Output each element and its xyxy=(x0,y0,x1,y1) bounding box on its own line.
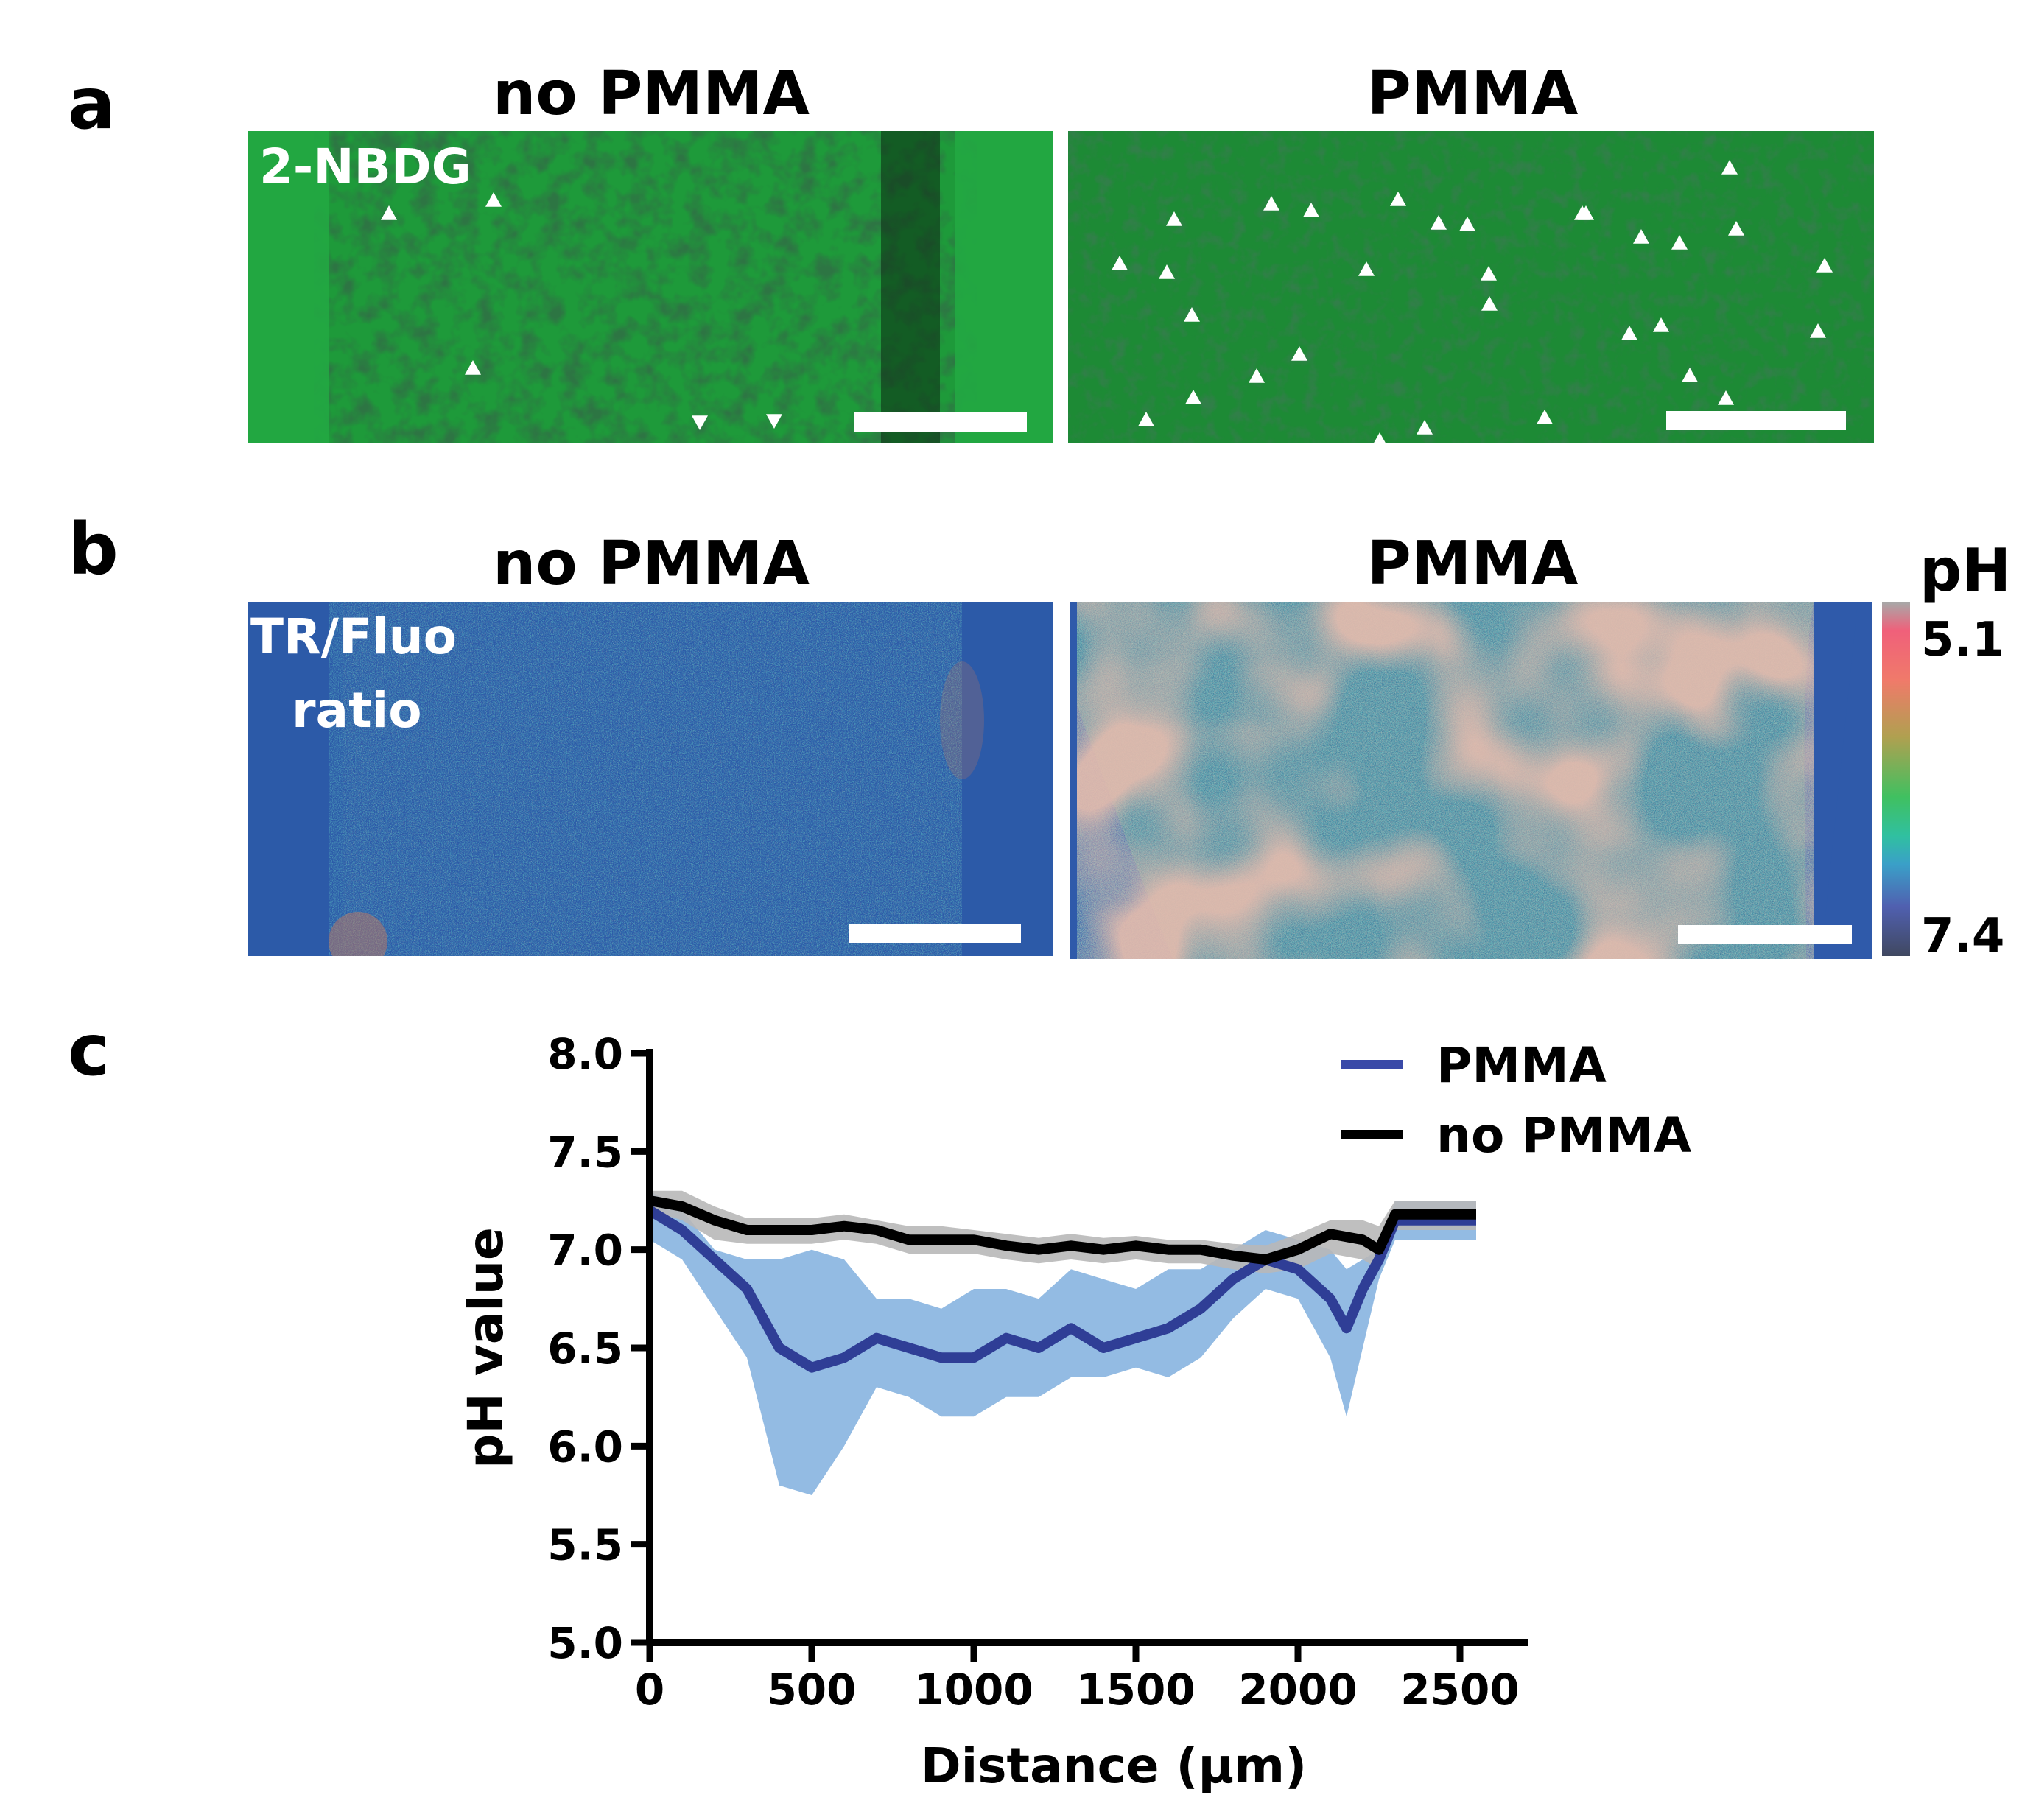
panel-a-left-texture xyxy=(248,131,1053,443)
series-band-no-pmma xyxy=(650,1190,1476,1273)
x-tick-label: 2000 xyxy=(1238,1665,1357,1715)
x-tick-label: 1500 xyxy=(1076,1665,1195,1715)
panel-a-right-texture xyxy=(1068,131,1874,443)
panel-b-right-texture xyxy=(1070,602,1858,959)
x-tick-label: 2500 xyxy=(1400,1665,1519,1715)
y-tick-label: 6.5 xyxy=(547,1324,623,1374)
panel-a-left-scalebar xyxy=(854,412,1027,432)
legend-label-pmma: PMMA xyxy=(1436,1037,1607,1094)
series-line-pmma xyxy=(647,1206,1476,1373)
chart-container: 5.0 5.5 6.0 6.5 7.0 7.5 8.0 0 500 1000 1500 2000 250… xyxy=(0,987,2036,1816)
x-tick-label: 1000 xyxy=(914,1665,1033,1715)
panel-b-left-texture xyxy=(329,602,984,956)
series-line-no-pmma xyxy=(648,1195,1476,1265)
panel-b-right-scalebar xyxy=(1678,925,1852,944)
panel-b-right-title: PMMA xyxy=(1366,529,1579,599)
panel-a-overlay-text: 2-NBDG xyxy=(259,138,471,195)
panel-c-label: c xyxy=(68,1009,110,1092)
colorbar-top-label: 5.1 xyxy=(1921,613,2005,667)
panel-b-label: b xyxy=(68,508,119,591)
panel-a-left-image xyxy=(248,131,1053,443)
panel-a-right-image xyxy=(1068,131,1874,443)
colorbar-bottom-label: 7.4 xyxy=(1921,909,2005,963)
y-tick-label: 5.5 xyxy=(547,1520,623,1570)
y-tick-label: 7.5 xyxy=(547,1127,623,1177)
colorbar-title: pH xyxy=(1920,536,2012,605)
colorbar xyxy=(1882,602,1910,956)
x-tick-label: 0 xyxy=(635,1665,664,1715)
panel-b-left-scalebar xyxy=(849,924,1021,943)
y-tick-label: 8.0 xyxy=(547,1029,623,1079)
y-axis-label: pH value xyxy=(457,1227,514,1468)
y-tick-label: 7.0 xyxy=(547,1226,623,1276)
panel-a-left-title: no PMMA xyxy=(492,59,810,129)
panel-a-right-scalebar xyxy=(1666,411,1846,430)
panel-b-right-image xyxy=(1070,602,1872,959)
ph-line-chart: 5.0 5.5 6.0 6.5 7.0 7.5 8.0 0 500 1000 1500 2000 250… xyxy=(457,1029,1691,1794)
x-tick-label: 500 xyxy=(767,1665,856,1715)
panel-a-label: a xyxy=(68,63,116,145)
panel-b-overlay-line1: TR/Fluo xyxy=(250,608,457,665)
panel-b-overlay-line2: ratio xyxy=(292,682,422,739)
y-tick-label: 5.0 xyxy=(547,1618,623,1668)
panel-a-right-title: PMMA xyxy=(1366,59,1579,129)
panel-b-left-image xyxy=(248,602,1053,956)
x-axis-label: Distance (µm) xyxy=(921,1738,1307,1794)
panel-b-left-title: no PMMA xyxy=(492,529,810,599)
legend-label-no-pmma: no PMMA xyxy=(1436,1107,1691,1164)
y-tick-label: 6.0 xyxy=(547,1422,623,1472)
